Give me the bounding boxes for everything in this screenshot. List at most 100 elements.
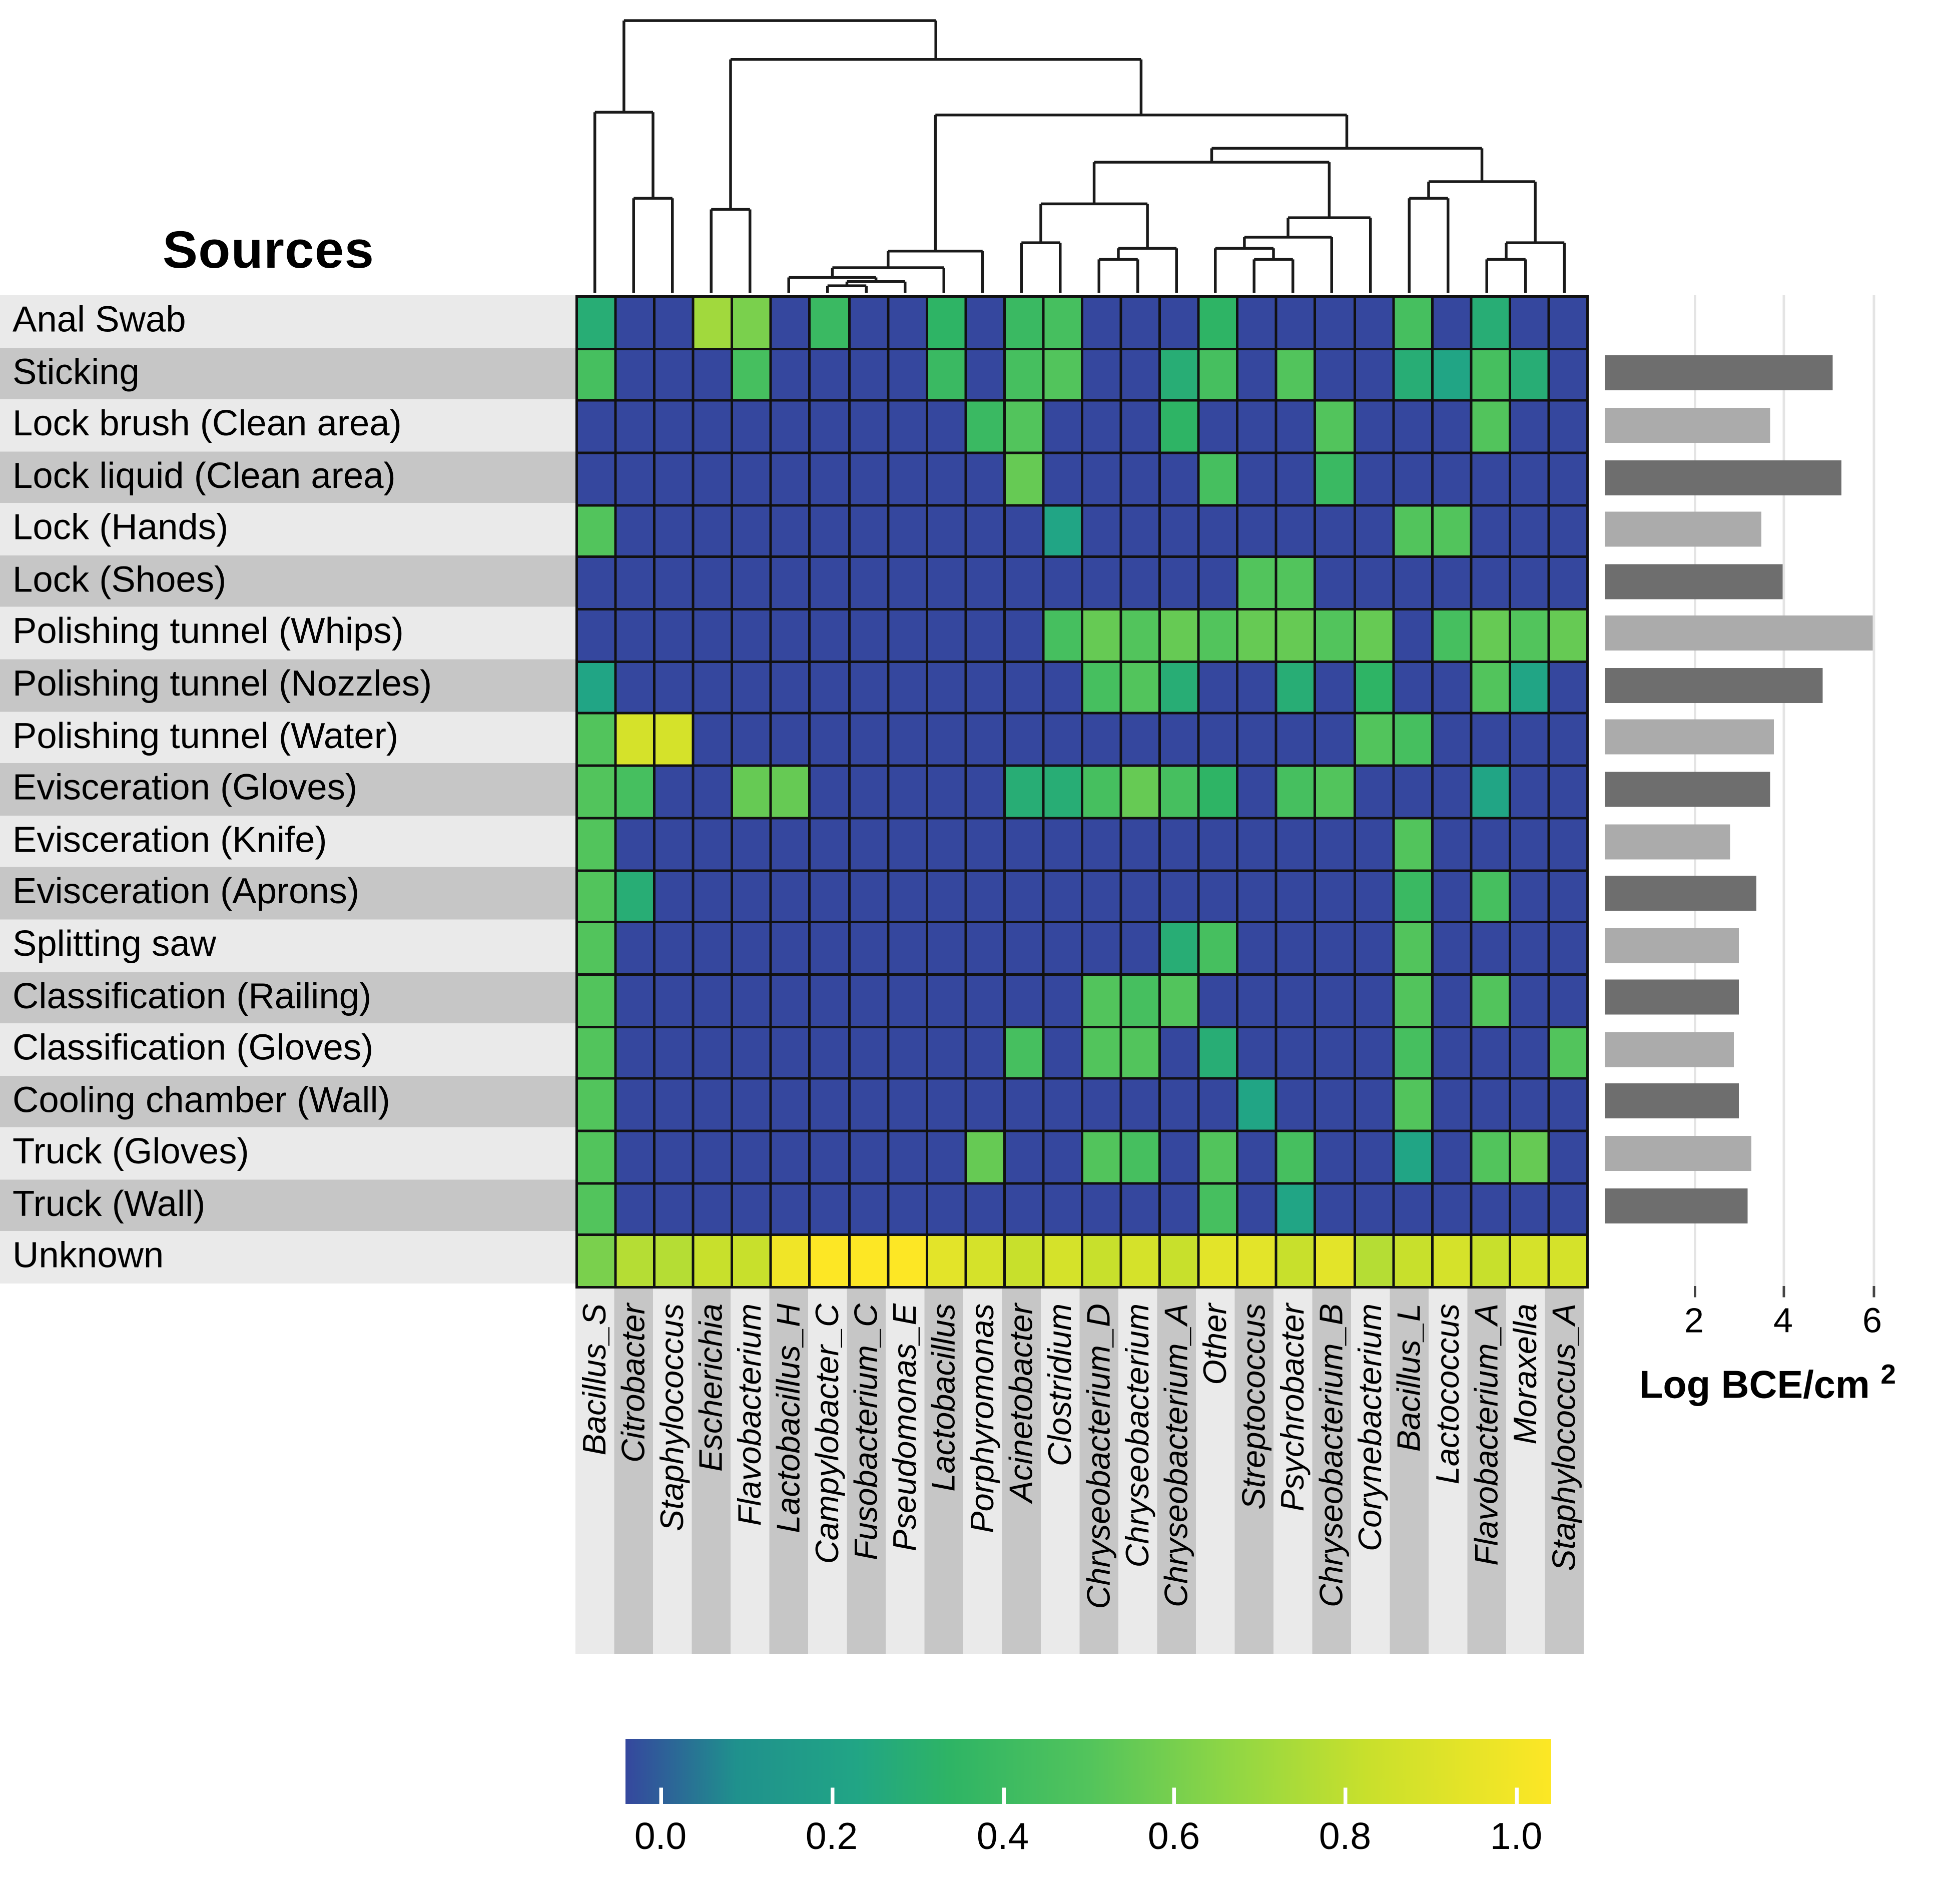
heatmap-cell xyxy=(695,871,731,921)
heatmap-cell xyxy=(733,298,770,348)
heatmap-cell xyxy=(695,506,731,556)
heatmap-cell xyxy=(772,767,809,817)
heatmap-cell xyxy=(1355,1184,1392,1234)
heatmap-cell xyxy=(1472,1184,1509,1234)
heatmap-cell xyxy=(733,1132,770,1182)
heatmap-cell xyxy=(578,558,614,608)
heatmap-cell xyxy=(1083,819,1120,869)
heatmap-cell xyxy=(1550,871,1586,921)
heatmap-cell xyxy=(1005,767,1042,817)
heatmap-cell xyxy=(889,402,926,452)
heatmap-cell xyxy=(850,1184,887,1234)
heatmap-cell xyxy=(772,1132,809,1182)
heatmap-cell xyxy=(733,767,770,817)
heatmap-cell xyxy=(695,923,731,973)
heatmap-cell xyxy=(966,1027,1003,1078)
heatmap-cell xyxy=(1005,715,1042,765)
row-label: Lock liquid (Clean area) xyxy=(13,456,396,496)
heatmap-cell xyxy=(1472,610,1509,661)
heatmap-cell xyxy=(772,1080,809,1130)
heatmap-cell xyxy=(578,871,614,921)
bar xyxy=(1605,980,1739,1015)
colorbar-tick-label: 0.0 xyxy=(634,1816,687,1858)
heatmap-cell xyxy=(616,350,654,400)
heatmap-cell xyxy=(733,610,770,661)
heatmap-cell xyxy=(1433,767,1470,817)
row-label: Lock (Shoes) xyxy=(13,560,227,600)
heatmap-cell xyxy=(850,454,887,504)
row-stripe: Lock (Hands) xyxy=(0,503,575,555)
row-stripe: Splitting saw xyxy=(0,919,575,972)
heatmap-cell xyxy=(928,610,964,661)
heatmap-cell xyxy=(578,350,614,400)
bar-gridline xyxy=(1783,295,1786,1286)
row-stripe: Classification (Railing) xyxy=(0,971,575,1024)
heatmap-cell xyxy=(1355,1080,1392,1130)
heatmap-cell xyxy=(656,350,693,400)
heatmap-cell xyxy=(1200,350,1236,400)
heatmap-cell xyxy=(1433,975,1470,1025)
heatmap-cell xyxy=(850,767,887,817)
heatmap-cell xyxy=(928,923,964,973)
heatmap-cell xyxy=(1277,975,1315,1025)
heatmap-cell xyxy=(850,1027,887,1078)
heatmap-cell xyxy=(772,506,809,556)
col-stripe xyxy=(1273,1289,1313,1654)
heatmap-cell xyxy=(1200,1184,1236,1234)
col-label: Flavobacterium_A xyxy=(1467,1304,1505,1566)
heatmap-cell xyxy=(1200,923,1236,973)
col-label: Corynebacterium xyxy=(1351,1304,1389,1551)
bar-axis-tick xyxy=(1694,1286,1697,1298)
col-label: Pseudomonas_E xyxy=(886,1304,923,1552)
heatmap-cell xyxy=(656,871,693,921)
heatmap-cell xyxy=(616,402,654,452)
heatmap-cell xyxy=(1355,610,1392,661)
heatmap-cell xyxy=(1355,923,1392,973)
heatmap-cell xyxy=(1083,1236,1120,1286)
heatmap-cell xyxy=(616,767,654,817)
heatmap-cell xyxy=(1161,402,1198,452)
col-label: Campylobacter_C xyxy=(808,1304,846,1564)
heatmap-cell xyxy=(578,975,614,1025)
heatmap-cell xyxy=(578,715,614,765)
heatmap-cell xyxy=(889,767,926,817)
heatmap-cell xyxy=(811,506,848,556)
heatmap-cell xyxy=(850,1080,887,1130)
heatmap-cell xyxy=(656,1080,693,1130)
heatmap-cell xyxy=(928,402,964,452)
heatmap-cell xyxy=(656,610,693,661)
heatmap-cell xyxy=(1238,350,1275,400)
heatmap-cell xyxy=(1044,663,1081,713)
heatmap-cell xyxy=(1277,663,1315,713)
heatmap-cell xyxy=(1317,402,1353,452)
col-stripe xyxy=(653,1289,692,1654)
heatmap-cell xyxy=(616,298,654,348)
heatmap-cell xyxy=(1083,350,1120,400)
heatmap-cell xyxy=(889,819,926,869)
row-label: Polishing tunnel (Water) xyxy=(13,716,399,757)
heatmap-cell xyxy=(850,506,887,556)
heatmap-cell xyxy=(1161,454,1198,504)
heatmap-cell xyxy=(1238,1236,1275,1286)
heatmap-cell xyxy=(695,663,731,713)
row-label: Lock (Hands) xyxy=(13,508,229,548)
row-stripe: Sticking xyxy=(0,347,575,399)
heatmap-cell xyxy=(1511,402,1548,452)
col-label: Lactobacillus_H xyxy=(769,1304,807,1533)
heatmap-cell xyxy=(656,975,693,1025)
heatmap-cell xyxy=(1317,610,1353,661)
heatmap-cell xyxy=(850,1132,887,1182)
col-stripe xyxy=(1196,1289,1235,1654)
heatmap-cell xyxy=(1394,663,1431,713)
bar-axis-label-sup: 2 xyxy=(1880,1359,1896,1390)
heatmap-cell xyxy=(578,298,614,348)
heatmap-cell xyxy=(772,663,809,713)
heatmap-cell xyxy=(928,663,964,713)
heatmap-cell xyxy=(1472,402,1509,452)
heatmap-cell xyxy=(1161,610,1198,661)
heatmap-cell xyxy=(1550,454,1586,504)
heatmap-cell xyxy=(1161,350,1198,400)
heatmap-cell xyxy=(656,1236,693,1286)
col-stripe xyxy=(692,1289,731,1654)
heatmap-cell xyxy=(733,715,770,765)
